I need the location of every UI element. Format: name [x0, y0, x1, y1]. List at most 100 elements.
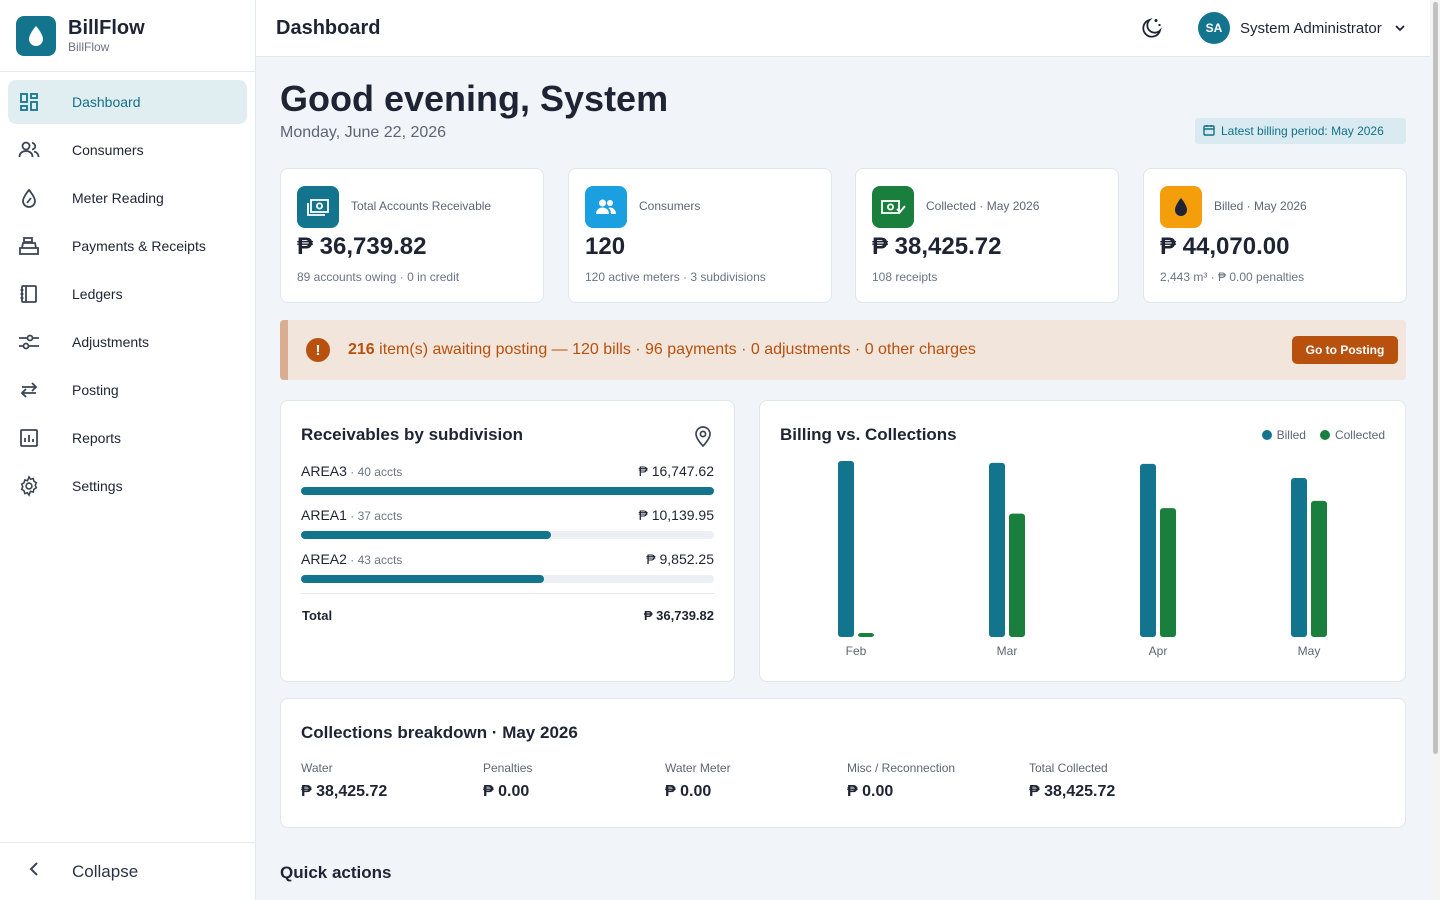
- subdivision-name: AREA1: [301, 507, 347, 523]
- dashboard-icon: [18, 91, 40, 113]
- sidebar-item-label: Ledgers: [72, 286, 123, 302]
- collapse-label: Collapse: [72, 861, 139, 881]
- subdivision-name: AREA2: [301, 551, 347, 567]
- billing-chart: Feb Mar Apr May: [838, 461, 1327, 658]
- moon-stars-icon: [1140, 18, 1164, 44]
- brand[interactable]: BillFlow BillFlow: [0, 0, 255, 72]
- chevron-left-icon: [28, 861, 40, 882]
- receivable-row: AREA3 · 40 accts ₱ 16,747.62: [301, 463, 714, 503]
- posting-alert: ! 216 item(s) awaiting posting — 120 bil…: [280, 320, 1406, 380]
- billing-vs-collections-card: Feb Mar Apr May Billing vs. Collections Bil…: [759, 400, 1406, 682]
- sidebar-item-meter-reading[interactable]: Meter Reading: [8, 176, 247, 220]
- calendar-icon: [1203, 124, 1215, 139]
- avatar: SA: [1198, 12, 1230, 44]
- legend-dot-collected: [1319, 430, 1330, 440]
- breakdown-value: ₱ 0.00: [483, 783, 530, 800]
- ledger-book-icon: [18, 283, 40, 305]
- stat-subtext: 2,443 m³ · ₱ 0.00 penalties: [1160, 270, 1305, 284]
- stat-subtext: 108 receipts: [872, 270, 938, 284]
- stat-subtext: 89 accounts owing · 0 in credit: [297, 270, 460, 284]
- x-tick-label: Feb: [846, 644, 867, 658]
- sidebar-item-settings[interactable]: Settings: [8, 464, 247, 508]
- stat-subtext: 120 active meters · 3 subdivisions: [585, 270, 766, 284]
- sidebar-item-payments[interactable]: Payments & Receipts: [8, 224, 247, 268]
- sidebar-item-label: Dashboard: [72, 94, 141, 110]
- chart-legend: Billed Collected: [1248, 428, 1385, 442]
- bar-billed-may[interactable]: [1291, 478, 1307, 637]
- scrollbar-thumb[interactable]: [1433, 2, 1438, 754]
- bar-collected-apr[interactable]: [1160, 508, 1176, 637]
- breakdown-label: Total Collected: [1029, 761, 1108, 775]
- breakdown-value: ₱ 0.00: [665, 783, 712, 800]
- breakdown-label: Water: [301, 761, 333, 775]
- breakdown-value: ₱ 38,425.72: [301, 783, 388, 800]
- gear-icon: [18, 475, 40, 497]
- go-to-posting-button[interactable]: Go to Posting: [1292, 336, 1398, 364]
- cash-register-icon: [18, 235, 40, 257]
- stat-card-consumers[interactable]: Consumers 120 120 active meters · 3 subd…: [568, 168, 832, 303]
- user-menu[interactable]: SA System Administrator: [1198, 12, 1406, 44]
- bar-billed-apr[interactable]: [1140, 463, 1156, 637]
- page-title: Dashboard: [276, 16, 381, 39]
- sidebar-item-label: Consumers: [72, 142, 144, 158]
- stat-value: 120: [585, 233, 626, 260]
- bar-billed-feb[interactable]: [838, 461, 854, 637]
- greeting-heading: Good evening, System: [280, 78, 669, 119]
- sidebar-item-ledgers[interactable]: Ledgers: [8, 272, 247, 316]
- subdivision-accts: · 37 accts: [346, 509, 403, 523]
- receivables-title: Receivables by subdivision: [301, 425, 524, 444]
- bar-collected-may[interactable]: [1311, 500, 1327, 637]
- breakdown-item: Total Collected ₱ 38,425.72: [1029, 761, 1115, 801]
- quick-actions-heading: Quick actions: [280, 863, 392, 882]
- stat-card-receivable[interactable]: Total Accounts Receivable ₱ 36,739.82 89…: [280, 168, 544, 303]
- breakdown-item: Penalties ₱ 0.00: [483, 761, 532, 801]
- sliders-icon: [18, 331, 40, 353]
- legend-dot-billed: [1261, 430, 1272, 440]
- collections-breakdown-card: Collections breakdown · May 2026 Water ₱…: [280, 698, 1406, 828]
- sidebar-item-label: Payments & Receipts: [72, 238, 206, 254]
- chevron-down-icon: [1394, 19, 1406, 37]
- stat-value: ₱ 44,070.00: [1160, 233, 1290, 260]
- bar-billed-mar[interactable]: [989, 462, 1005, 637]
- subdivision-amount: ₱ 16,747.62: [638, 463, 714, 479]
- receivable-row: AREA2 · 43 accts ₱ 9,852.25: [301, 551, 714, 591]
- sidebar-item-label: Posting: [72, 382, 119, 398]
- current-date: Monday, June 22, 2026: [280, 124, 447, 141]
- exclamation-icon: !: [306, 338, 330, 362]
- subdivision-amount: ₱ 10,139.95: [638, 507, 714, 523]
- breakdown-value: ₱ 38,425.72: [1029, 783, 1116, 800]
- stat-label: Collected · May 2026: [926, 199, 1040, 213]
- sidebar-item-label: Reports: [72, 430, 122, 446]
- billing-period-badge: Latest billing period: May 2026: [1195, 118, 1406, 144]
- breakdown-label: Water Meter: [665, 761, 731, 775]
- sidebar-item-dashboard[interactable]: Dashboard: [8, 80, 247, 124]
- sidebar-item-adjustments[interactable]: Adjustments: [8, 320, 247, 364]
- receivable-bar-fill: [301, 531, 552, 539]
- sidebar-item-label: Adjustments: [72, 334, 150, 350]
- sidebar-item-consumers[interactable]: Consumers: [8, 128, 247, 172]
- receivable-row: AREA1 · 37 accts ₱ 10,139.95: [301, 507, 714, 547]
- sidebar-item-reports[interactable]: Reports: [8, 416, 247, 460]
- bar-collected-feb[interactable]: [858, 633, 874, 637]
- theme-toggle-button[interactable]: [1140, 16, 1164, 40]
- cash-icon: [297, 186, 339, 228]
- map-pin-icon[interactable]: [693, 425, 713, 452]
- brand-subtitle: BillFlow: [68, 39, 110, 54]
- sidebar: BillFlow BillFlow Dashboard Consumers Me…: [0, 0, 256, 900]
- users-icon: [18, 139, 40, 161]
- user-name: System Administrator: [1240, 19, 1382, 37]
- bar-chart-icon: [18, 427, 40, 449]
- stat-card-billed[interactable]: Billed · May 2026 ₱ 44,070.00 2,443 m³ ·…: [1143, 168, 1407, 303]
- sidebar-item-posting[interactable]: Posting: [8, 368, 247, 412]
- subdivision-accts: · 40 accts: [346, 465, 403, 479]
- topbar: Dashboard SA System Administrator: [256, 0, 1430, 57]
- billing-period-label: Latest billing period: May 2026: [1221, 124, 1384, 138]
- breakdown-label: Penalties: [483, 761, 533, 775]
- stat-card-collected[interactable]: Collected · May 2026 ₱ 38,425.72 108 rec…: [855, 168, 1119, 303]
- legend-collected: Collected: [1334, 428, 1385, 442]
- users-icon: [585, 186, 627, 228]
- receivable-bar-track: [301, 531, 714, 539]
- collapse-button[interactable]: Collapse: [0, 842, 255, 900]
- bar-collected-mar[interactable]: [1009, 513, 1025, 637]
- water-drop-icon: [16, 15, 56, 56]
